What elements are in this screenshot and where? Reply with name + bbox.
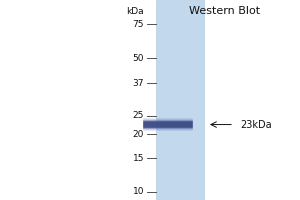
Text: 20: 20 (133, 130, 144, 139)
Text: 37: 37 (133, 79, 144, 88)
Text: Western Blot: Western Blot (189, 6, 261, 16)
Text: 75: 75 (133, 20, 144, 29)
Text: 50: 50 (133, 54, 144, 63)
FancyBboxPatch shape (143, 118, 193, 131)
FancyBboxPatch shape (143, 120, 193, 130)
Text: 15: 15 (133, 154, 144, 163)
FancyBboxPatch shape (156, 0, 204, 200)
Text: 25: 25 (133, 111, 144, 120)
Text: kDa: kDa (126, 7, 144, 16)
FancyBboxPatch shape (143, 121, 193, 128)
FancyBboxPatch shape (143, 121, 193, 129)
Text: 10: 10 (133, 188, 144, 196)
Text: 23kDa: 23kDa (240, 120, 272, 130)
